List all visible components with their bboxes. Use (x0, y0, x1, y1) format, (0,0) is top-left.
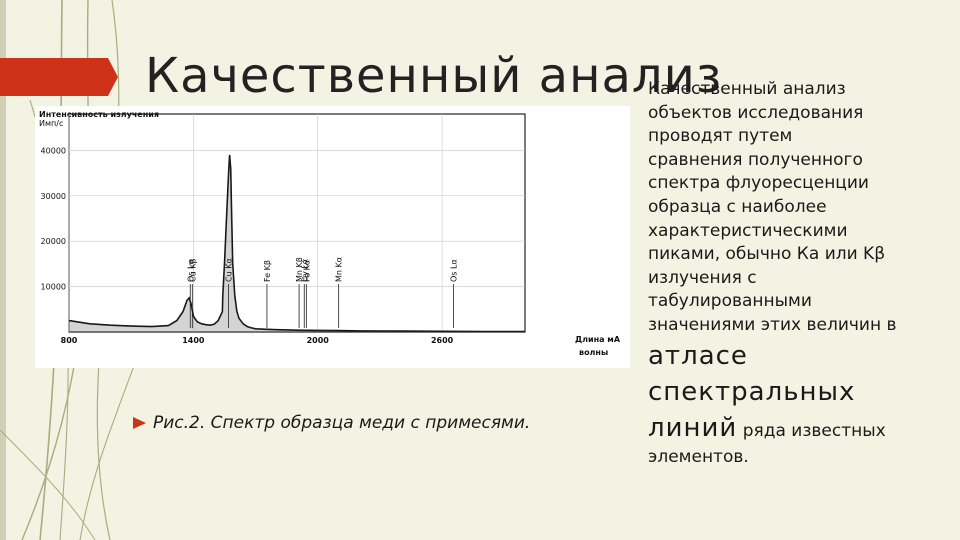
x-tick-label: 2600 (431, 336, 454, 345)
description-line: пиками, обычно Ка или Kβ (648, 244, 886, 265)
spectrum-chart-svg: Интенсивность излучения Имп/с Длина мА в… (39, 110, 621, 357)
description-line: Качественный анализ (648, 79, 846, 99)
description-line: значениями этих величин в (648, 314, 897, 335)
x-tick-label: 1400 (182, 336, 205, 345)
description-line: проводят путем (648, 126, 793, 147)
peak-label: Fe Kα (302, 260, 311, 282)
description-mixed-line: линий ряда известных (648, 410, 953, 446)
spectrum-line (68, 154, 525, 333)
figure-caption-row: Рис.2. Спектр образца меди с примесями. (133, 412, 553, 435)
accent-banner (0, 58, 118, 96)
description-big-word: линий (648, 412, 738, 443)
peak-label: Cu Kβ (188, 258, 197, 282)
peak-label: Fe Kβ (263, 260, 272, 282)
arrow-bullet-icon (133, 417, 146, 429)
x-tick-label: 800 (61, 336, 78, 345)
figure-caption: Рис.2. Спектр образца меди с примесями. (153, 413, 531, 433)
peak-label: Cu Kα (225, 258, 234, 282)
description-lines: Качественный анализ объектов исследования… (648, 78, 953, 338)
peak-label: Mn Kβ (295, 257, 304, 282)
description-big-line-2: спектральных (648, 376, 856, 407)
peak-label: Mn Kα (335, 257, 344, 282)
y-tick-label: 20000 (41, 237, 66, 246)
description-line: спектра флуоресценции (648, 173, 869, 194)
spectrum-chart: Интенсивность излучения Имп/с Длина мА в… (35, 106, 630, 368)
y-axis-unit: Имп/с (39, 119, 63, 128)
slide-title: Качественный анализ (145, 48, 723, 104)
left-edge-stripe (0, 0, 6, 540)
plot-frame (68, 113, 526, 333)
x-axis-label-1: Длина мА (575, 335, 621, 344)
description-line: объектов исследования (648, 102, 864, 123)
peak-label: Os Lα (186, 259, 195, 282)
description-line: образца с наиболее (648, 196, 827, 217)
x-tick-label: 2000 (307, 336, 330, 345)
peak-label: Os Lα (449, 259, 458, 282)
description-tail-2: элементов. (648, 446, 749, 467)
description-line: характеристическими (648, 220, 848, 241)
spectrum-fill (69, 154, 525, 332)
y-tick-label: 30000 (41, 192, 66, 201)
peak-label: Dy Lα (300, 259, 309, 282)
description-tail-1: ряда известных (737, 420, 886, 441)
description-big-line-1: атласе (648, 340, 748, 371)
description-line: сравнения полученного (648, 149, 863, 170)
x-axis-label-2: волны (579, 348, 608, 357)
description-line: табулированными (648, 291, 812, 312)
description-line: излучения с (648, 267, 757, 288)
y-tick-label: 40000 (41, 146, 66, 155)
y-tick-label: 10000 (41, 283, 66, 292)
description-text: Качественный анализ объектов исследования… (648, 78, 953, 469)
